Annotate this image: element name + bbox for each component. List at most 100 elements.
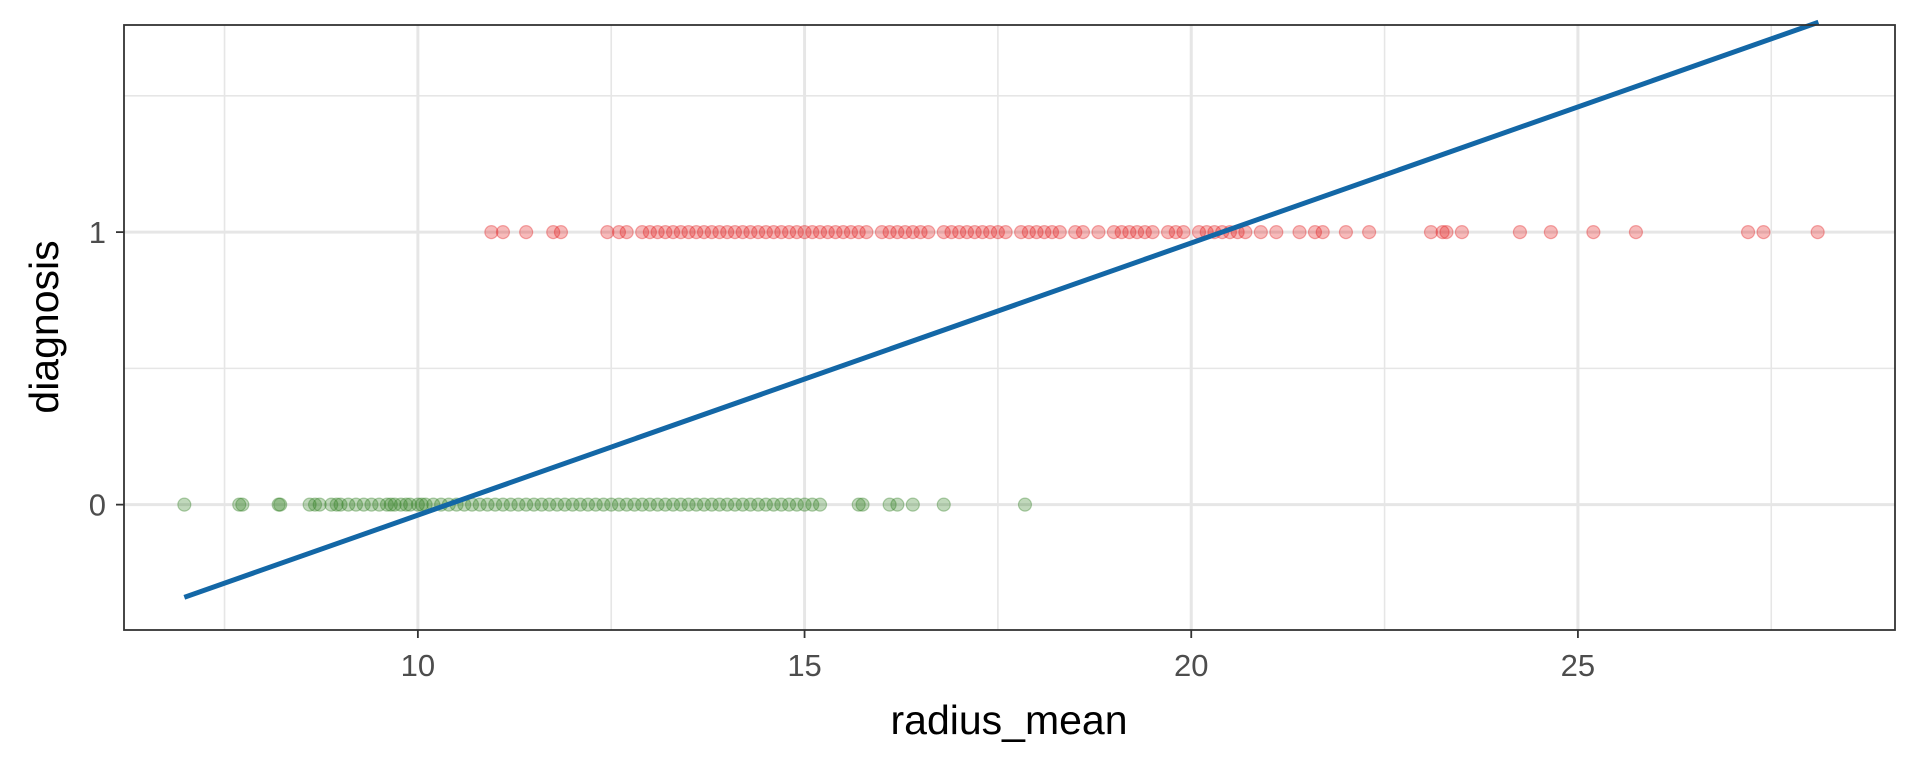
- data-point-diagnosis-0: [580, 497, 596, 512]
- data-point-diagnosis-1: [828, 225, 843, 240]
- data-point-diagnosis-0: [720, 497, 735, 512]
- data-point-diagnosis-1: [712, 225, 727, 240]
- data-point-diagnosis-1: [1176, 225, 1191, 240]
- data-point-diagnosis-1: [975, 225, 990, 240]
- data-point-diagnosis-0: [681, 497, 696, 512]
- data-point-diagnosis-1: [789, 225, 804, 240]
- data-point-diagnosis-1: [766, 225, 781, 240]
- data-point-diagnosis-1: [1160, 225, 1176, 240]
- data-point-diagnosis-1: [959, 225, 975, 240]
- data-point-diagnosis-1: [673, 225, 688, 240]
- data-point-diagnosis-1: [820, 225, 835, 240]
- data-point-diagnosis-0: [727, 497, 743, 512]
- data-point-diagnosis-1: [1307, 225, 1323, 240]
- data-point-diagnosis-0: [519, 497, 534, 512]
- data-point-diagnosis-1: [859, 225, 874, 240]
- data-point-diagnosis-0: [511, 497, 526, 512]
- data-point-diagnosis-0: [495, 497, 511, 512]
- data-point-diagnosis-0: [812, 497, 828, 512]
- data-point-diagnosis-0: [712, 497, 727, 512]
- data-point-diagnosis-0: [650, 497, 665, 512]
- data-point-diagnosis-0: [232, 497, 247, 512]
- data-point-diagnosis-1: [1253, 225, 1268, 240]
- data-point-diagnosis-1: [743, 225, 758, 240]
- data-point-diagnosis-0: [488, 497, 503, 512]
- data-point-diagnosis-1: [1137, 225, 1152, 240]
- data-point-diagnosis-1: [546, 225, 561, 240]
- data-point-diagnosis-0: [393, 497, 408, 512]
- data-point-diagnosis-0: [372, 497, 387, 512]
- data-point-diagnosis-1: [1740, 225, 1756, 240]
- data-point-diagnosis-1: [1021, 225, 1036, 240]
- data-point-diagnosis-1: [1512, 225, 1528, 240]
- data-point-diagnosis-0: [673, 497, 688, 512]
- data-point-diagnosis-0: [855, 497, 870, 512]
- data-point-diagnosis-0: [735, 497, 750, 512]
- data-point-diagnosis-0: [627, 497, 642, 512]
- data-point-diagnosis-1: [600, 225, 615, 240]
- data-point-diagnosis-0: [302, 497, 317, 512]
- data-point-diagnosis-1: [1091, 225, 1106, 240]
- data-point-diagnosis-0: [480, 497, 495, 512]
- data-point-diagnosis-0: [307, 497, 323, 512]
- data-point-diagnosis-1: [1075, 225, 1091, 240]
- ticks-layer: 10 15 20 25 0 1: [89, 215, 1595, 683]
- data-point-diagnosis-1: [1423, 225, 1439, 240]
- data-point-diagnosis-1: [1122, 225, 1137, 240]
- data-point-diagnosis-1: [1439, 225, 1454, 240]
- data-point-diagnosis-0: [410, 497, 425, 512]
- data-point-diagnosis-1: [1106, 225, 1122, 240]
- data-point-diagnosis-1: [1269, 225, 1284, 240]
- fit-line-layer: [183, 19, 1820, 600]
- data-point-diagnosis-0: [619, 497, 634, 512]
- data-point-diagnosis-1: [1292, 225, 1307, 240]
- data-point-diagnosis-0: [379, 497, 395, 512]
- panel-background: [124, 25, 1895, 630]
- data-point-diagnosis-1: [735, 225, 750, 240]
- y-tick-label: 0: [89, 488, 106, 523]
- data-point-diagnosis-1: [781, 225, 797, 240]
- data-point-diagnosis-1: [983, 225, 998, 240]
- data-point-diagnosis-1: [990, 225, 1005, 240]
- data-point-diagnosis-0: [565, 497, 580, 512]
- data-point-diagnosis-1: [774, 225, 789, 240]
- data-point-diagnosis-0: [751, 497, 766, 512]
- data-point-diagnosis-1: [998, 225, 1013, 240]
- data-point-diagnosis-1: [751, 225, 766, 240]
- data-point-diagnosis-0: [665, 497, 681, 512]
- data-point-diagnosis-1: [843, 225, 859, 240]
- data-point-diagnosis-1: [642, 225, 657, 240]
- data-point-diagnosis-0: [348, 497, 364, 512]
- data-point-diagnosis-1: [720, 225, 735, 240]
- data-point-diagnosis-0: [573, 497, 588, 512]
- data-point-diagnosis-0: [399, 497, 414, 512]
- data-point-diagnosis-1: [882, 225, 897, 240]
- data-point-diagnosis-0: [588, 497, 603, 512]
- data-point-diagnosis-0: [797, 497, 812, 512]
- data-point-diagnosis-0: [882, 497, 897, 512]
- data-point-diagnosis-1: [1037, 225, 1052, 240]
- data-point-diagnosis-0: [271, 497, 286, 512]
- x-tick-label: 15: [787, 648, 821, 683]
- data-point-diagnosis-1: [696, 225, 712, 240]
- data-point-diagnosis-0: [789, 497, 804, 512]
- data-point-diagnosis-0: [781, 497, 797, 512]
- data-point-diagnosis-0: [890, 497, 905, 512]
- y-axis-title: diagnosis: [21, 240, 67, 413]
- data-point-diagnosis-0: [743, 497, 758, 512]
- data-point-diagnosis-0: [905, 497, 920, 512]
- data-point-diagnosis-0: [766, 497, 781, 512]
- data-point-diagnosis-1: [704, 225, 719, 240]
- data-point-diagnosis-1: [851, 225, 866, 240]
- x-tick-label: 10: [401, 648, 435, 683]
- data-point-diagnosis-1: [650, 225, 665, 240]
- data-point-diagnosis-1: [1810, 225, 1825, 240]
- data-point-diagnosis-1: [665, 225, 681, 240]
- data-point-diagnosis-0: [642, 497, 657, 512]
- data-point-diagnosis-1: [758, 225, 773, 240]
- data-point-diagnosis-1: [913, 225, 928, 240]
- data-point-diagnosis-0: [329, 497, 344, 512]
- data-point-diagnosis-1: [658, 225, 673, 240]
- data-point-diagnosis-1: [1145, 225, 1160, 240]
